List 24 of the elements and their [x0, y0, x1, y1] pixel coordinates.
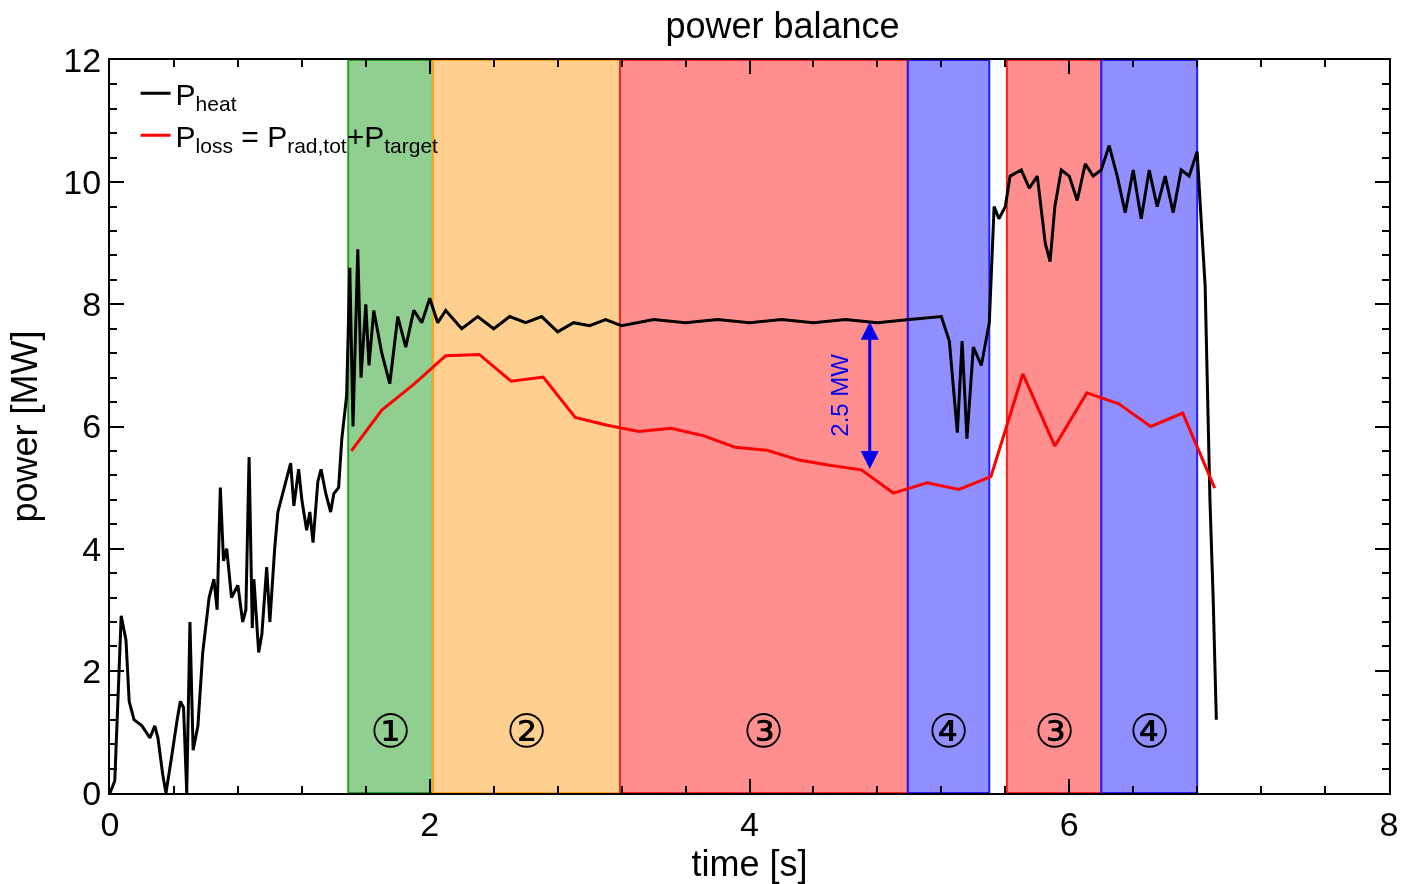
band-label: ③ [743, 704, 785, 758]
x-tick-label: 4 [740, 804, 759, 843]
x-axis-title: time [s] [691, 842, 808, 884]
line-series [349, 352, 1217, 495]
legend-label: P$_{heat}$ [175, 78, 237, 116]
y-tick-label: 8 [82, 285, 102, 324]
legend-label: P$_{loss}$ = P$_{rad,tot}$+P$_{target}$ [175, 120, 439, 158]
y-tick-label: 10 [63, 163, 102, 202]
y-tick-label: 4 [82, 529, 102, 568]
y-tick-label: 0 [82, 773, 102, 812]
y-tick-label: 12 [63, 40, 102, 79]
band-label: ① [370, 704, 412, 758]
x-tick-label: 8 [1379, 804, 1399, 843]
band-label: ③ [1034, 704, 1076, 758]
x-tick-label: 2 [420, 804, 440, 843]
y-tick-label: 2 [82, 651, 102, 690]
x-tick-label: 6 [1059, 804, 1079, 843]
y-axis-title: power [MW] [3, 330, 45, 523]
y-tick-label: 6 [82, 407, 102, 446]
chart-title: power balance [665, 5, 900, 47]
annotation: 2.5 MW [825, 353, 853, 437]
band-label: ④ [1129, 704, 1171, 758]
band-label: ② [506, 704, 548, 758]
band-label: ④ [928, 704, 970, 758]
